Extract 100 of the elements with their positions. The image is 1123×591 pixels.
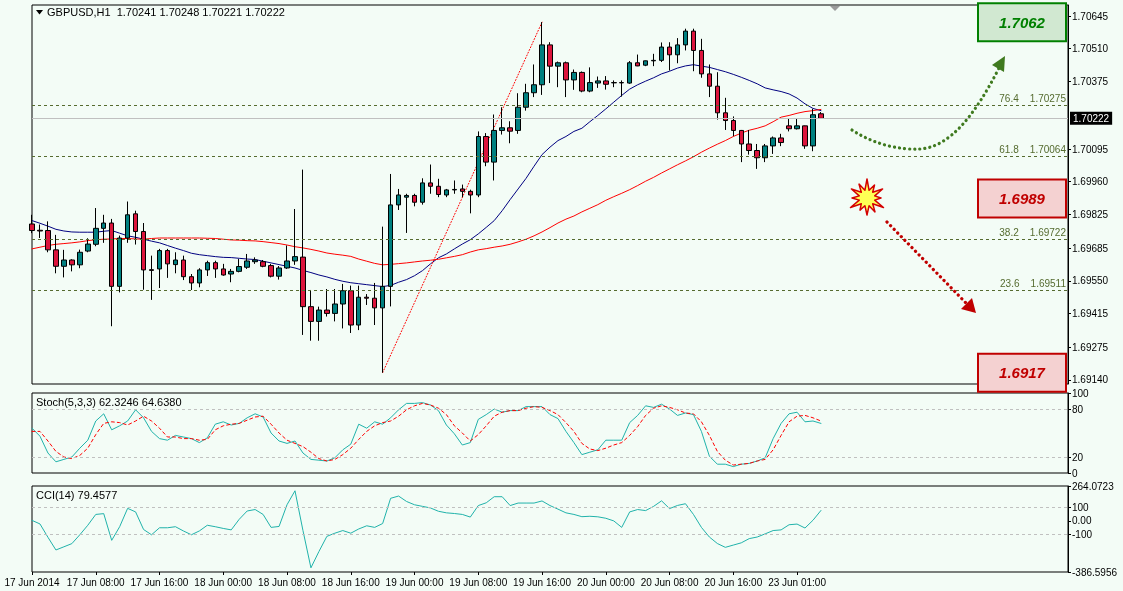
candlestick	[595, 76, 601, 89]
x-tick-label: 18 Jun 00:00	[194, 576, 253, 588]
candlestick	[515, 92, 521, 135]
chart-title: GBPUSD,H1 1.70241 1.70248 1.70221 1.70222	[47, 5, 285, 18]
x-tick-label: 19 Jun 16:00	[513, 576, 572, 588]
candlestick	[53, 234, 59, 274]
candlestick	[292, 208, 298, 266]
candlestick	[507, 120, 513, 144]
candlestick	[627, 60, 632, 85]
candlestick	[651, 53, 656, 67]
candlestick	[778, 133, 784, 147]
candlestick	[157, 248, 162, 289]
y-tick-label: 1.69415	[1072, 307, 1109, 319]
candlestick	[794, 118, 800, 130]
x-tick-label: 17 Jun 2014	[4, 576, 60, 588]
y-tick-label: 1.70645	[1072, 10, 1109, 22]
ref-line-label: 1.7062	[999, 13, 1046, 31]
candlestick	[539, 21, 545, 96]
candlestick	[213, 260, 218, 279]
candlestick	[707, 63, 712, 98]
candlestick	[133, 210, 138, 246]
x-tick-label: 19 Jun 08:00	[449, 576, 508, 588]
x-tick-label: 23 Jun 01:00	[768, 576, 827, 588]
candlestick	[786, 118, 792, 132]
candlestick	[444, 188, 449, 198]
candlestick	[643, 60, 648, 67]
y-tick-label: 1.69550	[1072, 275, 1109, 287]
y-tick-label: 264.0723	[1072, 480, 1115, 492]
candlestick	[173, 251, 178, 274]
ref-line-label: 23.6 1.69511	[1000, 277, 1067, 289]
candlestick	[579, 70, 585, 93]
candlestick	[404, 193, 409, 234]
ref-line-label: 38.2 1.69722	[999, 226, 1067, 238]
candlestick	[667, 41, 672, 71]
candlestick	[587, 66, 593, 93]
candlestick	[739, 129, 744, 163]
y-tick-label: 1.69275	[1072, 341, 1109, 353]
candlestick	[619, 79, 624, 98]
candlestick	[372, 282, 377, 326]
candlestick	[189, 273, 194, 291]
candlestick	[77, 249, 83, 269]
candlestick	[380, 226, 385, 374]
ref-line-label: 1.6917	[999, 364, 1046, 382]
candlestick	[810, 108, 816, 152]
candlestick	[499, 106, 505, 136]
candlestick	[197, 267, 202, 288]
candlestick	[770, 135, 776, 155]
candlestick	[436, 178, 441, 198]
candlestick	[476, 130, 481, 198]
candlestick	[236, 258, 242, 273]
candlestick	[659, 41, 664, 63]
y-tick-label: 1.69960	[1072, 176, 1109, 188]
candlestick	[356, 285, 361, 331]
ref-line-label: 61.8 1.70064	[999, 144, 1067, 156]
candlestick	[428, 164, 433, 195]
y-tick-label: -386.5956	[1072, 566, 1118, 578]
candlestick	[284, 245, 290, 270]
candlestick	[340, 283, 346, 329]
line-series	[31, 490, 822, 569]
candlestick	[547, 41, 553, 84]
candlestick	[332, 288, 338, 322]
candlestick	[101, 214, 106, 244]
candlestick	[603, 75, 609, 91]
candlestick	[691, 28, 696, 72]
candlestick	[324, 288, 330, 318]
candlestick	[364, 293, 369, 306]
line-series	[31, 64, 822, 288]
candlestick	[125, 201, 130, 244]
candlestick	[491, 113, 497, 181]
x-tick-label: 17 Jun 16:00	[130, 576, 189, 588]
candlestick	[268, 263, 274, 278]
candlestick	[675, 37, 680, 64]
candlestick	[260, 259, 266, 268]
candlestick	[555, 61, 561, 88]
candlestick	[635, 54, 640, 67]
candlestick	[69, 258, 75, 272]
chart-title: Stoch(5,3,3) 62.3246 64.6380	[36, 395, 182, 408]
candlestick	[731, 115, 736, 137]
y-tick-label: 1.69140	[1072, 374, 1109, 386]
candlestick	[754, 143, 760, 170]
candlestick	[165, 248, 170, 279]
candlestick	[181, 255, 186, 281]
candlestick	[460, 184, 465, 198]
candlestick	[483, 132, 489, 167]
candlestick	[117, 235, 122, 293]
candlestick	[300, 169, 306, 336]
candlestick	[244, 253, 250, 270]
candlestick	[468, 189, 473, 214]
candlestick	[723, 97, 728, 131]
y-tick-label: -100	[1072, 528, 1093, 540]
y-tick-label: 1.70375	[1072, 75, 1109, 87]
candlestick	[746, 129, 752, 156]
y-tick-label: 0	[1072, 467, 1078, 479]
candlestick	[611, 79, 617, 88]
candlestick	[141, 222, 146, 291]
x-tick-label: 20 Jun 08:00	[640, 576, 699, 588]
candlestick	[523, 83, 529, 112]
candlestick	[715, 71, 720, 121]
x-tick-label: 20 Jun 00:00	[576, 576, 636, 588]
x-tick-label: 20 Jun 16:00	[704, 576, 763, 588]
